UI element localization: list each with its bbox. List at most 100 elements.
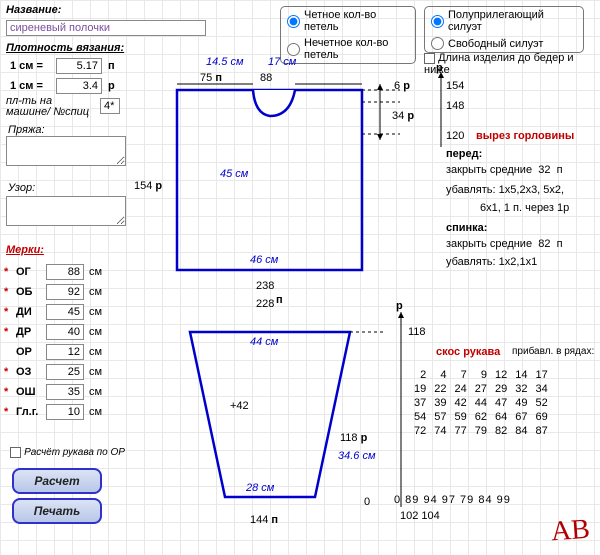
top-right-cm: 17 см [268,56,296,68]
hip-length-row: Длина изделия до бедер и ниже [424,52,600,76]
table-cell: 87 [534,424,554,438]
table-cell: 49 [513,396,533,410]
required-star: * [4,306,14,318]
semi-fitted-radio[interactable]: Полуприлегающий силуэт [425,7,583,35]
back-dec-label: убавлять: [446,256,496,268]
body-width-p2: 228 [256,298,274,310]
top-right-p: 88 [260,72,272,84]
sleeve-height-cm: 34.6 см [338,450,376,462]
sleeve-calc-row: Расчёт рукава по ОР [10,446,125,458]
measure-input-ОШ[interactable] [46,384,84,400]
back-dec: 1х2,1х1 [499,256,538,268]
required-star: * [4,286,14,298]
machine-density-input[interactable] [100,98,120,114]
table-cell: 74 [432,424,452,438]
density-row2-unit: р [108,80,115,92]
body-width-cm: 46 см [250,254,278,266]
required-star: * [4,386,14,398]
p-unit-2: п [276,294,283,306]
sleeve-bottom-cm: 28 см [246,482,274,494]
measure-unit: см [89,406,102,418]
machine-density-label: пл-ть на машине/ №спиц [6,96,96,118]
neck-drop: 6 [394,80,400,92]
measure-input-Гл.г.[interactable] [46,404,84,420]
front-dec: 1х5,2х3, 5х2, [499,184,564,196]
loose-label: Свободный силуэт [448,38,543,50]
semi-fitted-label: Полуприлегающий силуэт [448,9,577,33]
table-cell: 24 [453,382,473,396]
measure-input-ДИ[interactable] [46,304,84,320]
sleeve-calc-checkbox[interactable] [10,447,21,458]
front-label: перед: [446,148,482,160]
measure-unit: см [89,286,102,298]
measure-code: ОЗ [16,366,44,378]
pattern-input[interactable] [6,196,126,226]
print-button[interactable]: Печать [12,498,102,524]
back-close-unit: п [557,238,563,250]
name-input[interactable] [6,20,206,36]
hip-length-checkbox[interactable] [424,53,435,64]
table-cell: 62 [473,410,493,424]
required-star: * [4,326,14,338]
measure-unit: см [89,366,102,378]
density-rows-input[interactable] [56,78,102,94]
axis-line-top [438,72,444,147]
sleeve-calc-label: Расчёт рукава по ОР [24,447,125,458]
sleeve-top-cm: 44 см [250,336,278,348]
table-cell: 84 [513,424,533,438]
table-cell: 32 [513,382,533,396]
yarn-input[interactable] [6,136,126,166]
measure-row-Гл.г.: *Гл.г.см [4,402,102,422]
table-cell: 72 [412,424,432,438]
measure-input-ОЗ[interactable] [46,364,84,380]
shoulder-unit: р [407,110,414,122]
top-left-cm: 14.5 см [206,56,244,68]
measure-unit: см [89,346,102,358]
calc-button[interactable]: Расчет [12,468,102,494]
table-cell: 67 [513,410,533,424]
table-cell: 27 [473,382,493,396]
silhouette-group: Полуприлегающий силуэт Свободный силуэт [424,6,584,53]
back-close-text: закрыть средние [446,238,532,250]
table-cell: 79 [473,424,493,438]
measure-row-ДР: *ДРсм [4,322,102,342]
sleeve-slope-title: скос рукава [436,346,500,358]
table-cell: 77 [453,424,473,438]
neckline-title: вырез горловины [476,130,574,142]
sleeve-zero: 0 [364,496,370,508]
even-stitches-radio[interactable]: Четное кол-во петель [281,7,415,35]
measure-code: ОР [16,346,44,358]
table-cell: 44 [473,396,493,410]
measure-row-ОШ: *ОШсм [4,382,102,402]
sleeve-bottom-p-unit: п [271,514,278,526]
table-cell: 2 [412,368,432,382]
loose-radio[interactable]: Свободный силуэт [425,35,583,52]
back-label: спинка: [446,222,487,234]
measure-input-ОР[interactable] [46,344,84,360]
density-stitches-input[interactable] [56,58,102,74]
front-close-text: закрыть средние [446,164,532,176]
density-row1-unit: п [108,60,115,72]
sleeve-last-row: 0 89 94 97 79 84 99 [394,494,511,506]
sleeve-plus: +42 [230,400,249,412]
axis-r-bottom: р [396,300,403,312]
measure-code: ДИ [16,306,44,318]
front-dec-2: 6х1, 1 п. через 1р [480,202,569,214]
measurements-title: Мерки: [6,244,44,256]
measure-input-ОБ[interactable] [46,284,84,300]
front-dec-label: убавлять: [446,184,496,196]
density-row1-left: 1 см = [10,60,43,72]
logo: АВ [550,514,591,549]
table-cell: 19 [412,382,432,396]
measure-input-ДР[interactable] [46,324,84,340]
measure-code: ОГ [16,266,44,278]
required-star: * [4,406,14,418]
sleeve-rows: 118 [340,432,358,444]
body-width-p: 238 [256,280,274,292]
table-cell: 29 [493,382,513,396]
measure-input-ОГ[interactable] [46,264,84,280]
sleeve-rows-unit: р [361,432,368,444]
measure-unit: см [89,326,102,338]
measure-code: ОБ [16,286,44,298]
table-cell: 42 [453,396,473,410]
